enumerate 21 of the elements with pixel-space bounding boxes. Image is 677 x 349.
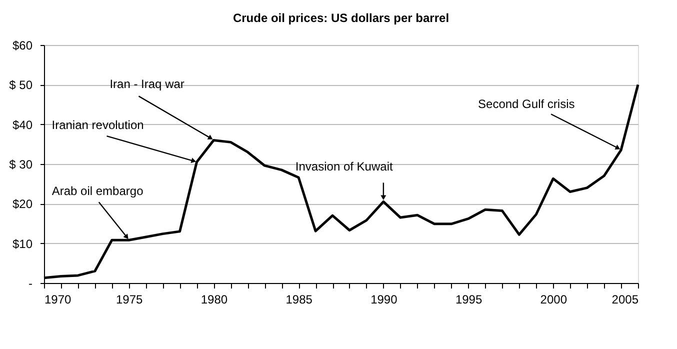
x-tick-label: 1990 [370,292,398,306]
x-tick-label: 1980 [200,292,228,306]
chart-title: Crude oil prices: US dollars per barrel [232,11,450,25]
annotation: Invasion of Kuwait [295,160,394,174]
x-tick-label: 1995 [455,292,482,306]
y-tick-label: $10 [12,236,33,251]
annotation: Iran - Iraq war [110,77,184,92]
x-tick-label: 1975 [116,292,144,306]
x-tick-label: 2005 [612,292,639,306]
y-tick-label: $40 [12,118,33,132]
y-tick-label: $60 [12,38,33,52]
annotation: Arab oil embargo [52,184,144,198]
x-tick-label: 2000 [540,292,568,306]
x-tick-label: 1985 [286,292,313,306]
annotation: Iranian revolution [52,118,144,132]
y-tick-label: $20 [12,197,33,212]
x-tick-label: 1970 [44,292,72,306]
annotation: Second Gulf crisis [478,97,575,112]
y-tick-label: $ 50 [9,78,33,92]
y-tick-label: $ 30 [9,158,33,172]
y-tick-label: - [28,276,32,290]
